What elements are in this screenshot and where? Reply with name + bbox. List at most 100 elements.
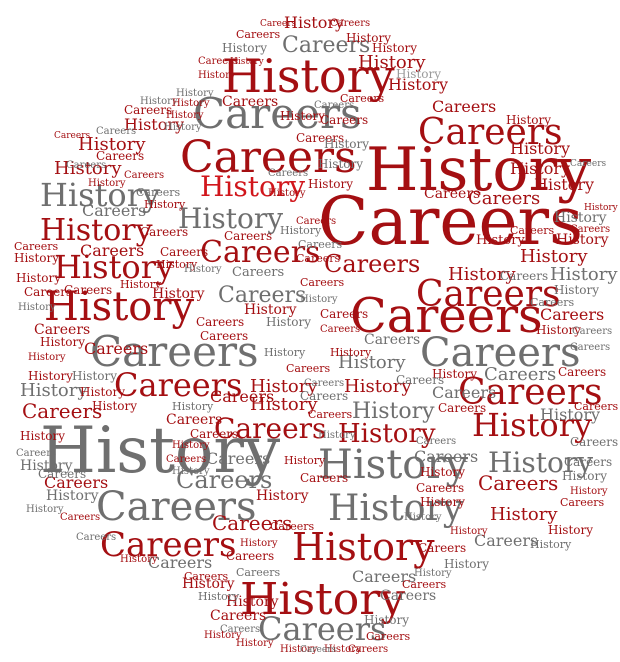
cloud-word: Careers	[418, 541, 466, 555]
cloud-word: History	[166, 110, 204, 121]
cloud-word: Careers	[296, 252, 341, 265]
cloud-word: History	[182, 576, 235, 592]
cloud-word: Careers	[424, 186, 480, 202]
cloud-word: Careers	[318, 183, 583, 260]
cloud-word: History	[330, 346, 372, 359]
cloud-word: History	[54, 248, 174, 286]
cloud-word: Careers	[224, 229, 272, 243]
cloud-word: History	[256, 488, 309, 504]
cloud-word: History	[548, 523, 593, 537]
cloud-word: History	[432, 367, 477, 381]
cloud-word: History	[240, 538, 278, 549]
cloud-word: History	[550, 264, 618, 285]
cloud-word: History	[124, 115, 184, 134]
cloud-word: Careers	[420, 330, 581, 376]
cloud-word: Careers	[82, 201, 146, 220]
cloud-word: Careers	[268, 168, 308, 179]
cloud-word: Careers	[432, 97, 496, 116]
cloud-word: History	[372, 41, 417, 55]
cloud-word: Careers	[84, 339, 148, 358]
cloud-word: History	[358, 52, 426, 73]
cloud-word: History	[184, 264, 222, 275]
cloud-word: Careers	[60, 512, 100, 523]
cloud-word: Careers	[206, 449, 270, 468]
cloud-word: Careers	[160, 245, 208, 259]
cloud-word: History	[472, 406, 592, 444]
cloud-word: Careers	[320, 307, 368, 321]
cloud-word: History	[444, 557, 489, 571]
cloud-word: History	[280, 109, 325, 123]
cloud-word: History	[172, 400, 214, 413]
cloud-word: History	[204, 630, 242, 641]
cloud-word: Careers	[226, 549, 274, 563]
cloud-word: Careers	[184, 570, 229, 583]
cloud-word: Careers	[124, 170, 164, 181]
cloud-word: History	[40, 176, 160, 214]
cloud-word: History	[152, 286, 205, 302]
cloud-word: Careers	[214, 412, 326, 445]
cloud-word: History	[476, 233, 525, 248]
cloud-word: Careers	[402, 578, 447, 591]
cloud-word: Careers	[210, 387, 274, 406]
cloud-word: History	[40, 335, 85, 349]
cloud-word: History	[534, 175, 594, 194]
cloud-word: Careers	[570, 159, 607, 169]
cloud-word: Careers	[200, 329, 248, 343]
cloud-word: History	[300, 294, 338, 305]
cloud-word: History	[54, 158, 122, 179]
cloud-word: History	[172, 466, 210, 477]
cloud-word: Careers	[296, 216, 336, 227]
cloud-word: Careers	[196, 315, 244, 329]
cloud-word: History	[366, 135, 591, 205]
cloud-word: History	[536, 323, 581, 337]
cloud-word: History	[28, 369, 73, 383]
cloud-word: History	[554, 210, 607, 226]
cloud-word: History	[72, 369, 117, 383]
cloud-word: Careers	[166, 412, 222, 428]
cloud-word: History	[20, 380, 88, 401]
cloud-word: History	[328, 488, 464, 529]
cloud-word: History	[20, 458, 73, 474]
cloud-word: History	[144, 198, 186, 211]
cloud-word: Careers	[414, 447, 478, 466]
cloud-word: History	[540, 405, 600, 424]
cloud-word: Careers	[352, 567, 416, 586]
cloud-word: Careers	[212, 511, 292, 535]
cloud-word: Careers	[236, 566, 281, 579]
cloud-word: Careers	[232, 265, 284, 280]
cloud-word: History	[324, 644, 362, 655]
cloud-word: Careers	[540, 305, 604, 324]
cloud-word: History	[404, 512, 442, 523]
cloud-word: History	[264, 346, 306, 359]
cloud-word: History	[120, 278, 162, 291]
cloud-word: Careers	[96, 149, 144, 163]
cloud-word: Careers	[366, 630, 411, 643]
cloud-word: History	[20, 429, 65, 443]
cloud-word: History	[198, 590, 240, 603]
cloud-word: Careers	[364, 332, 420, 348]
cloud-word: Careers	[510, 224, 555, 237]
cloud-word: Careers	[416, 436, 456, 447]
cloud-word: Careers	[100, 525, 236, 565]
cloud-word: History	[92, 399, 137, 413]
cloud-word: Careers	[210, 608, 266, 624]
cloud-word: History	[26, 504, 64, 515]
cloud-word: History	[520, 246, 588, 267]
cloud-word: History	[420, 465, 465, 479]
cloud-word: History	[80, 385, 125, 399]
cloud-word: History	[198, 70, 236, 81]
cloud-word: Careers	[340, 92, 385, 105]
cloud-word: Careers	[330, 18, 370, 29]
cloud-word: Careers	[54, 131, 91, 141]
cloud-word: Careers	[570, 224, 610, 235]
cloud-word: Careers	[416, 481, 464, 495]
cloud-word: Careers	[96, 484, 257, 530]
cloud-word: History	[14, 251, 59, 265]
cloud-word: Careers	[180, 132, 357, 183]
cloud-word: Careers	[148, 553, 212, 572]
cloud-word: History	[510, 139, 570, 158]
cloud-word: Careers	[574, 400, 619, 413]
cloud-word: Careers	[350, 288, 543, 344]
cloud-word: Careers	[380, 588, 436, 604]
